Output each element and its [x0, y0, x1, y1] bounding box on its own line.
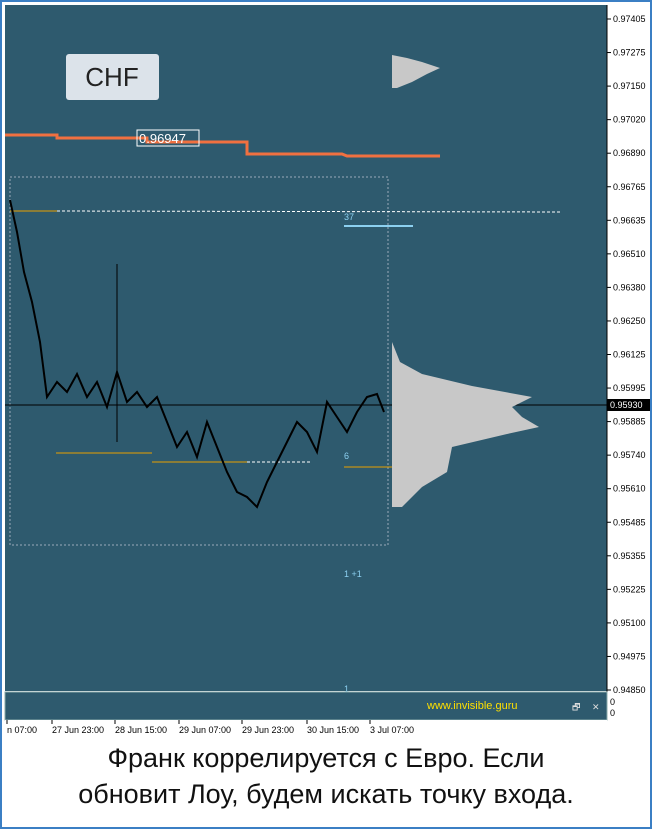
- volume-profile: [392, 55, 440, 88]
- price-label: 0.96765: [613, 182, 646, 192]
- price-label: 0.96380: [613, 282, 646, 292]
- price-label: 0.94975: [613, 651, 646, 661]
- price-label: 0.95740: [613, 450, 646, 460]
- price-label: 0.94850: [613, 685, 646, 695]
- annotation: 37: [344, 212, 354, 222]
- caption-line: обновит Лоу, будем искать точку входа.: [78, 779, 574, 809]
- indicator-panel: [4, 691, 608, 721]
- annotation: 1: [344, 684, 349, 694]
- close-button[interactable]: ✕: [592, 702, 600, 712]
- price-label: 0.96510: [613, 249, 646, 259]
- price-label: 0.97020: [613, 115, 646, 125]
- price-label: 0.96890: [613, 148, 646, 158]
- current-price: 0.95930: [610, 400, 643, 410]
- time-label: 29 Jun 23:00: [242, 725, 294, 735]
- time-label: 30 Jun 15:00: [307, 725, 359, 735]
- price-label: 0.96250: [613, 316, 646, 326]
- scale-label: 0: [610, 708, 615, 718]
- price-series: [9, 199, 385, 509]
- time-label: 29 Jun 07:00: [179, 725, 231, 735]
- price-label: 0.97405: [613, 14, 646, 24]
- price-label: 0.95610: [613, 484, 646, 494]
- range-box: [9, 176, 389, 546]
- price-axis: [607, 5, 650, 735]
- price-box: [136, 129, 200, 147]
- time-label: 27 Jun 23:00: [52, 725, 104, 735]
- price-label: 0.95485: [613, 517, 646, 527]
- chart-area: [5, 5, 607, 691]
- site: www.invisible.guru: [426, 700, 517, 712]
- symbol: CHF: [85, 62, 138, 92]
- price-label: 0.95100: [613, 618, 646, 628]
- price-label: 0.97275: [613, 48, 646, 58]
- price-label: 0.96635: [613, 215, 646, 225]
- restore-button[interactable]: 🗗: [572, 702, 580, 712]
- terminal: CHF 0.96947 37 6 1 +1 1 www.invisible.gu…: [4, 5, 650, 738]
- price-label: 0.95995: [613, 383, 646, 393]
- time-axis: [5, 720, 607, 738]
- scale-label: 0: [610, 697, 615, 707]
- annotation: 6: [344, 451, 349, 461]
- current-price-box: [607, 399, 650, 411]
- price-label: 0.95355: [613, 551, 646, 561]
- symbol-badge: [66, 54, 159, 100]
- annotation: 1 +1: [344, 569, 362, 579]
- caption-line: Франк коррелируется с Евро. Если: [107, 743, 545, 773]
- time-label: 28 Jun 15:00: [115, 725, 167, 735]
- time-label: n 07:00: [7, 725, 37, 735]
- level-line: [56, 210, 563, 213]
- price-label: 0.96125: [613, 350, 646, 360]
- level-line: [5, 133, 440, 158]
- price-label: 0.95885: [613, 417, 646, 427]
- caption: Франк коррелируется с Евро. Если обновит…: [2, 740, 650, 812]
- price-label: 0.96947: [139, 131, 186, 146]
- price-label: 0.95225: [613, 584, 646, 594]
- volume-profile: [392, 342, 539, 507]
- time-label: 3 Jul 07:00: [370, 725, 414, 735]
- price-label: 0.97150: [613, 81, 646, 91]
